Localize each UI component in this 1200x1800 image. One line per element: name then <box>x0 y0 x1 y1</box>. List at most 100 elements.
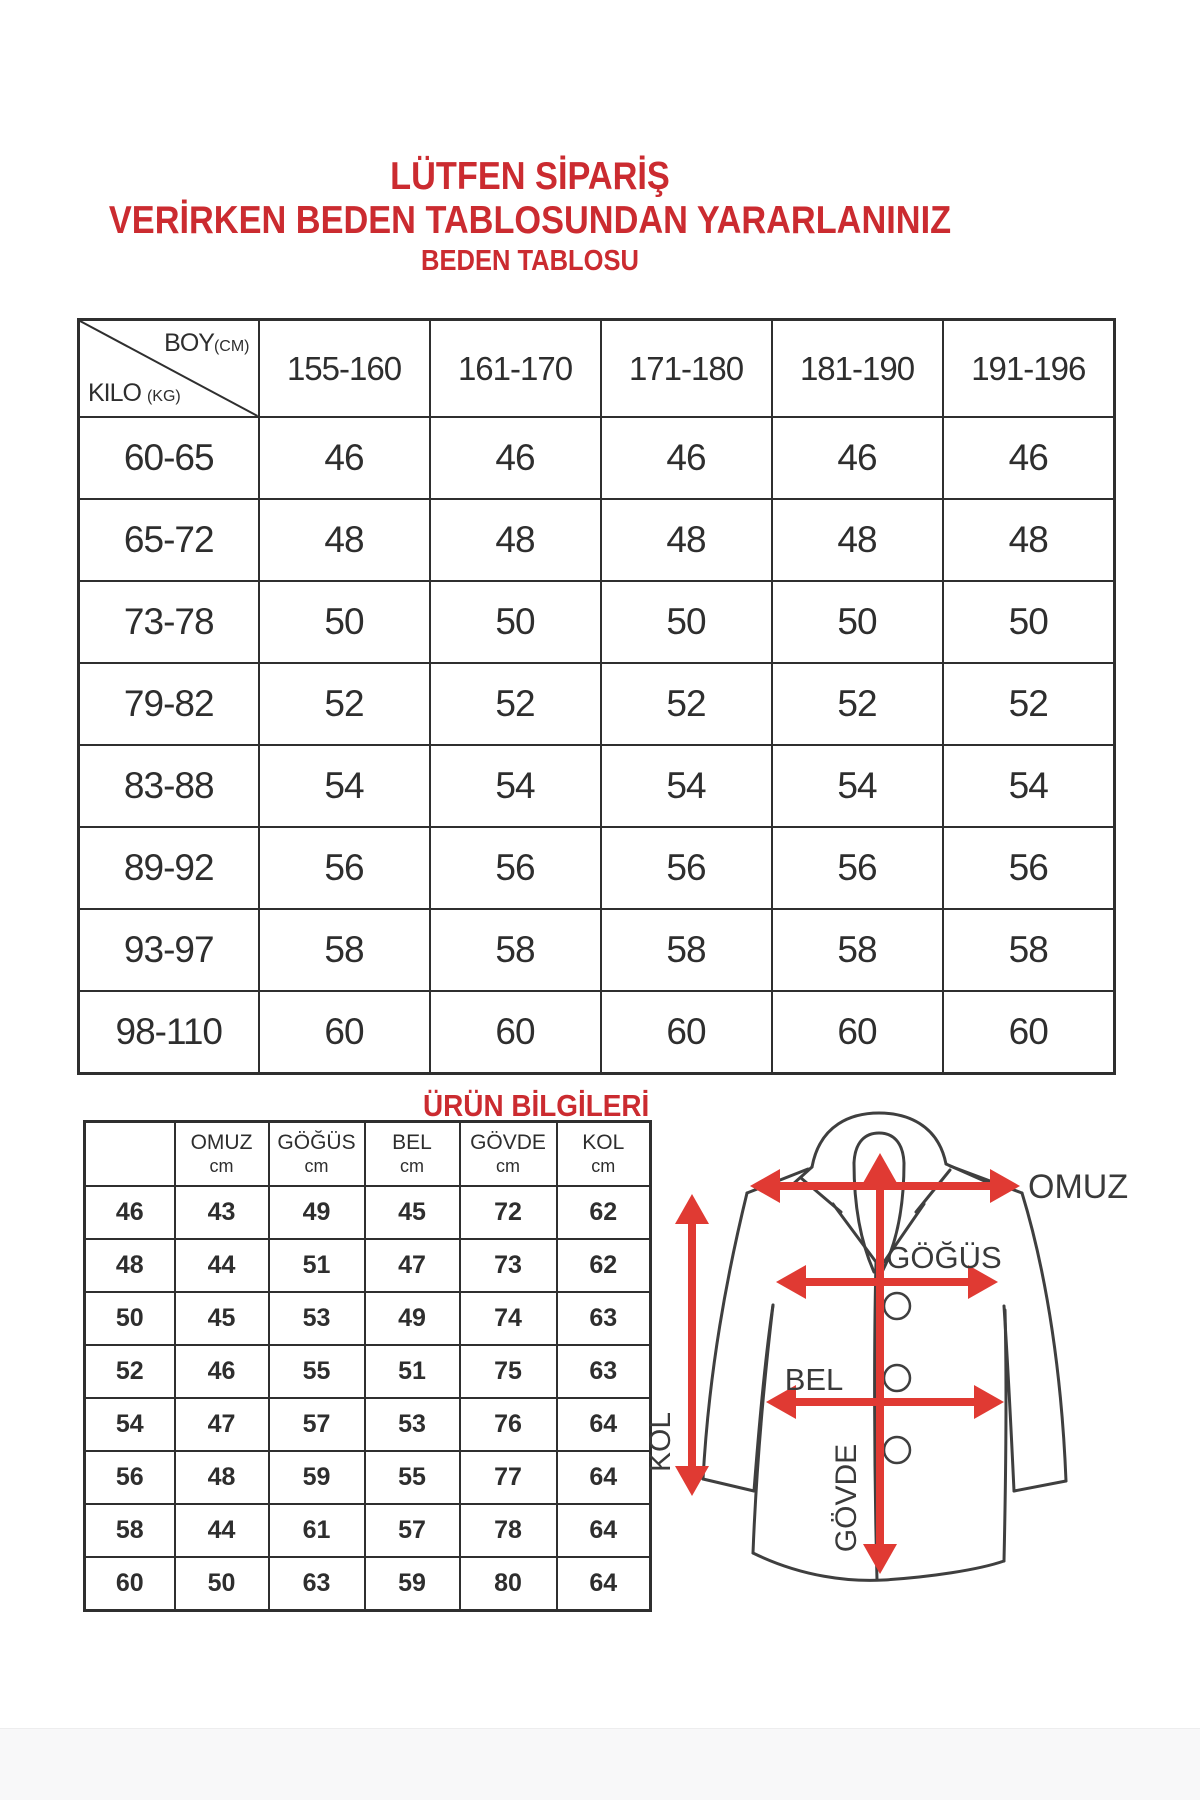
kilo-range-cell: 83-88 <box>77 744 260 828</box>
product-measure-cell: 47 <box>173 1397 270 1452</box>
product-measure-cell: 63 <box>555 1291 652 1346</box>
size-value-cell: 48 <box>941 498 1116 582</box>
product-measure-cell: 45 <box>173 1291 270 1346</box>
product-measure-cell: 53 <box>267 1291 366 1346</box>
product-size-cell: 56 <box>83 1450 176 1505</box>
kilo-range-cell: 89-92 <box>77 826 260 910</box>
product-measure-cell: 64 <box>555 1397 652 1452</box>
product-measure-cell: 62 <box>555 1185 652 1240</box>
product-measure-cell: 63 <box>267 1556 366 1612</box>
size-value-cell: 46 <box>941 416 1116 500</box>
gogus-arrow-icon <box>776 1265 998 1299</box>
size-value-cell: 54 <box>599 744 773 828</box>
gogus-label: GÖĞÜS <box>886 1240 1001 1275</box>
size-value-cell: 60 <box>257 990 431 1075</box>
size-column-header <box>83 1120 176 1187</box>
product-info-row: 50 45 53 49 74 63 <box>83 1291 652 1346</box>
size-value-cell: 50 <box>770 580 944 664</box>
size-value-cell: 52 <box>257 662 431 746</box>
size-value-cell: 54 <box>770 744 944 828</box>
govde-arrow-icon <box>863 1153 897 1574</box>
product-measure-cell: 61 <box>267 1503 366 1558</box>
govde-label: GÖVDE <box>830 1444 863 1552</box>
product-info-table: OMUZ cm GÖĞÜS cm BEL cm GÖVDE cm KOL cm 46 43 4… <box>83 1120 652 1612</box>
product-size-cell: 50 <box>83 1291 176 1346</box>
product-measure-cell: 80 <box>458 1556 558 1612</box>
size-value-cell: 54 <box>941 744 1116 828</box>
size-table-row: 98-110 60 60 60 60 60 <box>77 990 1116 1075</box>
product-info-row: 48 44 51 47 73 62 <box>83 1238 652 1293</box>
size-value-cell: 58 <box>941 908 1116 992</box>
size-table-row: 79-82 52 52 52 52 52 <box>77 662 1116 746</box>
product-info-table-body: 46 43 49 45 72 62 48 44 51 47 73 62 50 45 53 49 74 63 52 46… <box>83 1185 652 1612</box>
product-measure-cell: 62 <box>555 1238 652 1293</box>
size-value-cell: 60 <box>770 990 944 1075</box>
size-table-body: 60-65 46 46 46 46 46 65-72 48 48 48 48 48 73-78 50 50 5… <box>77 416 1116 1075</box>
size-value-cell: 50 <box>428 580 602 664</box>
product-measure-cell: 77 <box>458 1450 558 1505</box>
corner-kilo-label: KILO (KG) <box>88 379 181 407</box>
product-measure-cell: 49 <box>267 1185 366 1240</box>
product-measure-cell: 63 <box>555 1344 652 1399</box>
size-value-cell: 50 <box>599 580 773 664</box>
govde-column-header: GÖVDE cm <box>458 1120 558 1187</box>
size-value-cell: 60 <box>428 990 602 1075</box>
product-size-cell: 48 <box>83 1238 176 1293</box>
size-value-cell: 48 <box>599 498 773 582</box>
product-measure-cell: 55 <box>363 1450 461 1505</box>
size-table-row: 73-78 50 50 50 50 50 <box>77 580 1116 664</box>
size-table: BOY(CM) KILO (KG) 155-160 161-170 171-18… <box>77 318 1116 1075</box>
product-info-heading: ÜRÜN BİLGİLERİ <box>423 1088 650 1123</box>
kol-label: KOL <box>644 1412 677 1472</box>
product-size-cell: 60 <box>83 1556 176 1612</box>
size-value-cell: 54 <box>428 744 602 828</box>
bel-label: BEL <box>785 1362 844 1397</box>
page-title-line2: VERİRKEN BEDEN TABLOSUNDAN YARARLANINIZ <box>108 199 952 242</box>
product-measure-cell: 78 <box>458 1503 558 1558</box>
product-info-row: 52 46 55 51 75 63 <box>83 1344 652 1399</box>
size-value-cell: 52 <box>428 662 602 746</box>
product-info-header-row: OMUZ cm GÖĞÜS cm BEL cm GÖVDE cm KOL cm <box>83 1120 652 1187</box>
size-value-cell: 60 <box>599 990 773 1075</box>
size-table-header-row: BOY(CM) KILO (KG) 155-160 161-170 171-18… <box>77 318 1116 418</box>
size-table-row: 83-88 54 54 54 54 54 <box>77 744 1116 828</box>
size-value-cell: 58 <box>599 908 773 992</box>
size-value-cell: 46 <box>770 416 944 500</box>
height-column-header: 171-180 <box>599 318 773 418</box>
size-value-cell: 50 <box>257 580 431 664</box>
product-measure-cell: 75 <box>458 1344 558 1399</box>
size-value-cell: 56 <box>599 826 773 910</box>
kilo-range-cell: 60-65 <box>77 416 260 500</box>
product-measure-cell: 48 <box>173 1450 270 1505</box>
product-size-cell: 58 <box>83 1503 176 1558</box>
size-value-cell: 60 <box>941 990 1116 1075</box>
omuz-column-header: OMUZ cm <box>173 1120 270 1187</box>
size-value-cell: 46 <box>599 416 773 500</box>
product-measure-cell: 51 <box>363 1344 461 1399</box>
size-value-cell: 46 <box>257 416 431 500</box>
product-info-row: 60 50 63 59 80 64 <box>83 1556 652 1612</box>
height-column-header: 191-196 <box>941 318 1116 418</box>
size-value-cell: 58 <box>257 908 431 992</box>
gogus-column-header: GÖĞÜS cm <box>267 1120 366 1187</box>
product-measure-cell: 45 <box>363 1185 461 1240</box>
product-measure-cell: 51 <box>267 1238 366 1293</box>
kilo-range-cell: 79-82 <box>77 662 260 746</box>
product-measure-cell: 64 <box>555 1503 652 1558</box>
size-value-cell: 58 <box>770 908 944 992</box>
page-title-line1: LÜTFEN SİPARİŞ <box>390 155 670 198</box>
product-measure-cell: 44 <box>173 1238 270 1293</box>
product-measure-cell: 43 <box>173 1185 270 1240</box>
product-size-cell: 54 <box>83 1397 176 1452</box>
size-table-row: 93-97 58 58 58 58 58 <box>77 908 1116 992</box>
bel-column-header: BEL cm <box>363 1120 461 1187</box>
product-info-row: 54 47 57 53 76 64 <box>83 1397 652 1452</box>
size-value-cell: 46 <box>428 416 602 500</box>
product-measure-cell: 47 <box>363 1238 461 1293</box>
diagonal-divider <box>80 321 258 416</box>
product-info-row: 58 44 61 57 78 64 <box>83 1503 652 1558</box>
omuz-label: OMUZ <box>1028 1168 1128 1206</box>
product-measure-cell: 59 <box>363 1556 461 1612</box>
size-value-cell: 52 <box>770 662 944 746</box>
